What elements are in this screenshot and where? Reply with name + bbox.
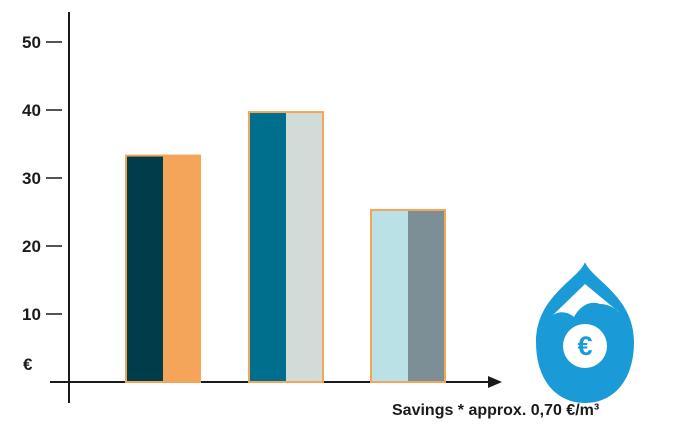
y-tick-label: 30 [22, 169, 41, 188]
y-tick-label: 40 [22, 101, 41, 120]
y-tick-label: 50 [22, 33, 41, 52]
bar-outline [370, 208, 446, 383]
bar-right-half [408, 209, 445, 382]
bar-left-half [249, 112, 286, 382]
y-tick-label: 10 [22, 305, 41, 324]
coin-circle [563, 324, 607, 368]
euro-symbol: € [577, 331, 592, 361]
bar-right-half [163, 155, 200, 382]
bar [370, 208, 446, 383]
water-drop-euro-icon: € [536, 262, 634, 403]
y-ticks: 10 20 30 40 50 [22, 33, 62, 324]
y-unit-label: € [23, 355, 33, 374]
bar [248, 111, 324, 383]
bar-right-half [286, 112, 323, 382]
bar-outline [248, 111, 324, 383]
y-tick-label: 20 [22, 237, 41, 256]
x-axis-arrow-icon [488, 376, 502, 388]
x-axis-footnote: Savings * approx. 0,70 €/m³ [392, 402, 600, 419]
bar [125, 154, 201, 383]
bars [125, 111, 446, 383]
snow-cap-shape [552, 284, 620, 317]
bar-left-half [371, 209, 408, 382]
bar-outline [125, 154, 201, 383]
bar-left-half [126, 155, 163, 382]
